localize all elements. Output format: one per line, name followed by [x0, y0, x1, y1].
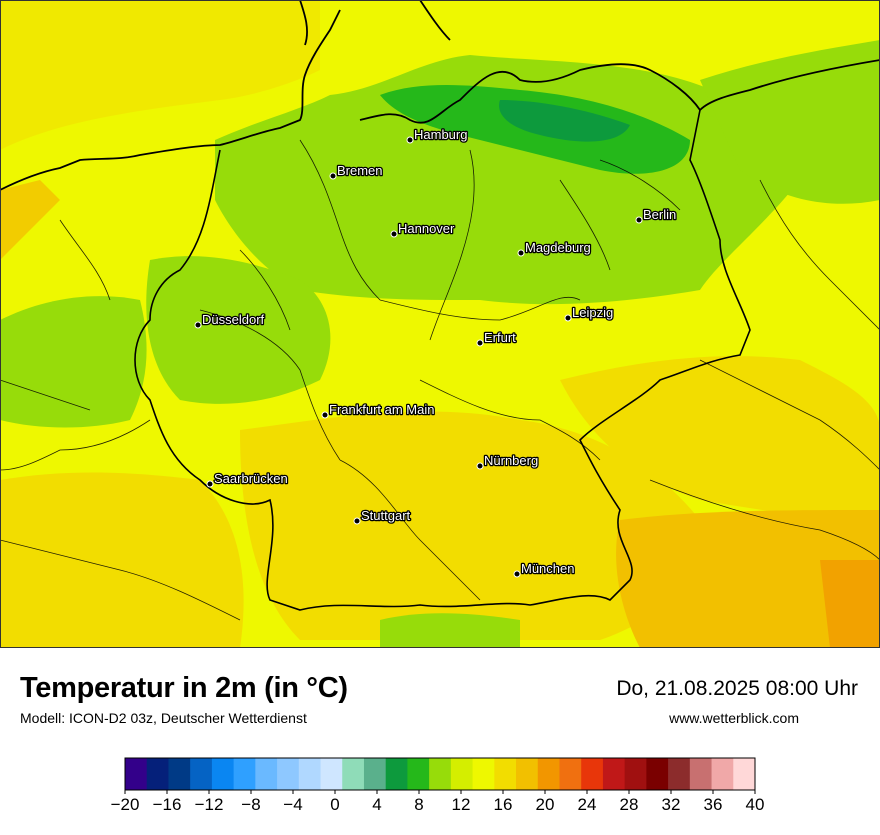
model-subtitle: Modell: ICON-D2 03z, Deutscher Wetterdie… [20, 710, 307, 726]
legend-swatch [385, 758, 408, 790]
legend-swatch [342, 758, 365, 790]
legend-tick-label: 20 [536, 795, 555, 814]
city-label: Stuttgart [361, 508, 411, 523]
legend-tick-label: −20 [111, 795, 140, 814]
city-dot [390, 230, 398, 238]
legend-swatch [429, 758, 452, 790]
city-marker: Hannover [390, 220, 456, 238]
legend-swatch [211, 758, 235, 790]
city-label: Berlin [643, 207, 676, 222]
legend-tick-label: 28 [620, 795, 639, 814]
city-marker: Stuttgart [353, 507, 412, 525]
city-dot [476, 462, 484, 470]
legend-swatch [537, 758, 560, 790]
legend-border [124, 757, 756, 791]
city-marker: München [513, 560, 576, 578]
city-dot [194, 321, 202, 329]
city-label: Nürnberg [484, 453, 538, 468]
city-marker: Magdeburg [517, 239, 592, 257]
legend-tick-label: −16 [153, 795, 182, 814]
city-dot [353, 517, 361, 525]
legend-tick-label: 24 [578, 795, 597, 814]
temperature-map: Hamburg Bremen Berlin Hannover Magdeburg Düss… [0, 0, 880, 648]
legend-swatch [233, 758, 256, 790]
city-label: Bremen [337, 163, 383, 178]
legend-swatch [450, 758, 474, 790]
legend-swatch [320, 758, 343, 790]
legend-swatch [407, 758, 430, 790]
legend-swatch [624, 758, 647, 790]
city-dot [329, 172, 337, 180]
forecast-datetime: Do, 21.08.2025 08:00 Uhr [616, 677, 858, 700]
legend-swatch [689, 758, 713, 790]
legend-tick-label: 16 [494, 795, 513, 814]
map-title: Temperatur in 2m (in °C) [20, 672, 348, 704]
legend-tick-label: −4 [283, 795, 302, 814]
legend-swatch [146, 758, 169, 790]
legend-swatch [516, 758, 539, 790]
city-dot [564, 314, 572, 322]
legend-swatch [472, 758, 495, 790]
legend-swatch [581, 758, 604, 790]
city-marker: Erfurt [476, 329, 517, 347]
city-marker: Frankfurt am Main [321, 401, 436, 419]
city-label: Hannover [398, 221, 455, 236]
legend-tick-label: 4 [372, 795, 381, 814]
city-marker: Saarbrücken [206, 470, 289, 488]
legend-swatch [711, 758, 734, 790]
city-marker: Düsseldorf [194, 311, 266, 329]
city-dot [321, 411, 329, 419]
city-marker: Berlin [635, 206, 678, 224]
legend-swatch [255, 758, 278, 790]
city-dot [635, 216, 643, 224]
city-dot [517, 249, 525, 257]
city-dot [206, 480, 214, 488]
legend-tick-label: 40 [746, 795, 765, 814]
legend-tick-label: 36 [704, 795, 723, 814]
legend-swatch [559, 758, 582, 790]
legend-swatch [277, 758, 300, 790]
legend-swatch [494, 758, 517, 790]
legend-tick-label: −12 [195, 795, 224, 814]
legend-swatch [298, 758, 322, 790]
legend-swatch [668, 758, 691, 790]
city-dot [476, 339, 484, 347]
legend-tick-label: 0 [330, 795, 339, 814]
city-label: Hamburg [414, 127, 467, 142]
legend-swatch [363, 758, 387, 790]
legend-tick-label: 8 [414, 795, 423, 814]
city-label: Saarbrücken [214, 471, 288, 486]
legend-tick-label: 12 [452, 795, 471, 814]
city-dot [513, 570, 521, 578]
city-marker: Nürnberg [476, 452, 540, 470]
legend-swatch [733, 758, 756, 790]
city-label: Magdeburg [525, 240, 591, 255]
legend-swatch [168, 758, 191, 790]
city-label: Frankfurt am Main [329, 402, 434, 417]
city-marker: Hamburg [406, 126, 469, 144]
legend-tick-label: −8 [241, 795, 260, 814]
legend-swatch [125, 758, 148, 790]
city-label: Erfurt [484, 330, 516, 345]
legend-tick-label: 32 [662, 795, 681, 814]
city-label: Leipzig [572, 305, 613, 320]
legend-swatch [190, 758, 213, 790]
legend-swatch [602, 758, 626, 790]
source-link[interactable]: www.wetterblick.com [669, 710, 799, 726]
city-marker: Leipzig [564, 304, 615, 322]
legend-swatch [646, 758, 669, 790]
city-marker: Bremen [329, 162, 384, 180]
city-dot [406, 136, 414, 144]
temperature-legend: −20 −16 −12 −8 −4 0 4 8 12 16 20 24 28 32 36 40 [0, 750, 880, 830]
city-label: Düsseldorf [202, 312, 265, 327]
city-label: München [521, 561, 574, 576]
